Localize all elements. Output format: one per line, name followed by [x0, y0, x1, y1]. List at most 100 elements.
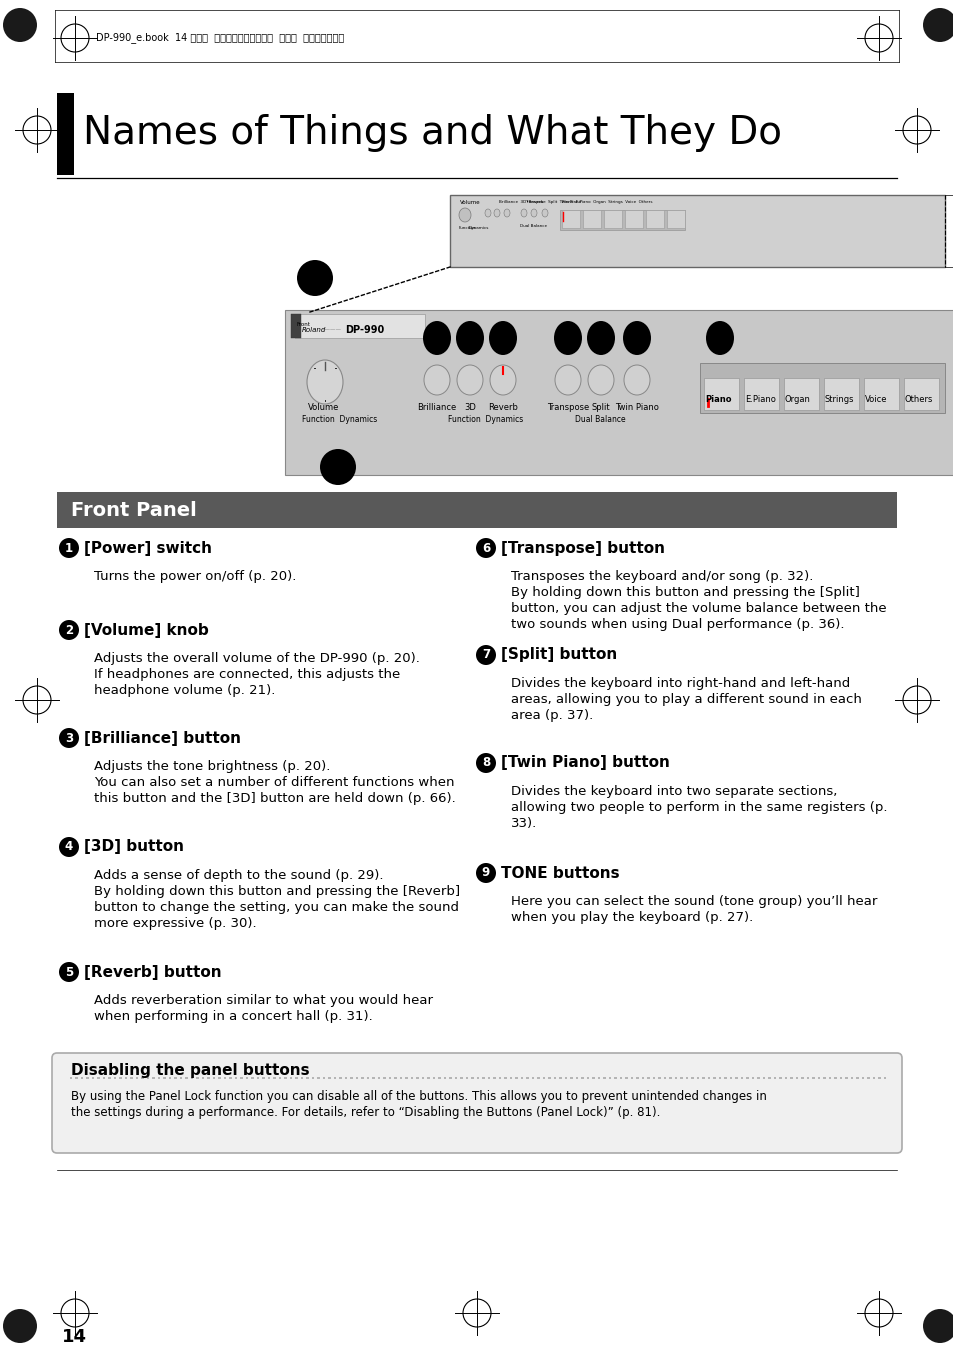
- Text: 7: 7: [481, 648, 490, 662]
- Text: [Transpose] button: [Transpose] button: [500, 540, 664, 555]
- Text: Dynamics: Dynamics: [469, 226, 489, 230]
- Bar: [285, 309, 953, 476]
- Ellipse shape: [622, 322, 650, 355]
- Text: E.Piano: E.Piano: [744, 396, 775, 404]
- Text: Transpose  Split  Twin Piano: Transpose Split Twin Piano: [524, 200, 580, 204]
- Text: Voice: Voice: [864, 396, 886, 404]
- Text: 3: 3: [65, 731, 73, 744]
- Circle shape: [923, 1309, 953, 1343]
- Text: Function: Function: [458, 226, 476, 230]
- Ellipse shape: [456, 322, 483, 355]
- Ellipse shape: [555, 365, 580, 394]
- Text: [3D] button: [3D] button: [84, 839, 184, 854]
- Text: Names of Things and What They Do: Names of Things and What They Do: [83, 113, 781, 153]
- Text: Brilliance: Brilliance: [416, 403, 456, 412]
- Text: 6: 6: [481, 542, 490, 554]
- Bar: [863, 378, 898, 409]
- Ellipse shape: [586, 322, 615, 355]
- Ellipse shape: [423, 365, 450, 394]
- Text: Transposes the keyboard and/or song (p. 32).: Transposes the keyboard and/or song (p. …: [511, 570, 813, 584]
- Text: when you play the keyboard (p. 27).: when you play the keyboard (p. 27).: [511, 911, 753, 924]
- Ellipse shape: [705, 322, 733, 355]
- Text: Front Panel: Front Panel: [71, 500, 196, 520]
- Text: [Power] switch: [Power] switch: [84, 540, 212, 555]
- Bar: [57, 492, 896, 528]
- Text: By using the Panel Lock function you can disable all of the buttons. This allows: By using the Panel Lock function you can…: [71, 1090, 766, 1102]
- Bar: [903, 378, 938, 409]
- Ellipse shape: [456, 365, 482, 394]
- Ellipse shape: [541, 209, 547, 218]
- Text: Volume: Volume: [459, 200, 480, 204]
- Text: Disabling the panel buttons: Disabling the panel buttons: [71, 1062, 310, 1078]
- Text: more expressive (p. 30).: more expressive (p. 30).: [94, 917, 256, 929]
- Bar: [703, 378, 739, 409]
- Text: headphone volume (p. 21).: headphone volume (p. 21).: [94, 684, 275, 697]
- Circle shape: [59, 838, 79, 857]
- Text: Turns the power on/off (p. 20).: Turns the power on/off (p. 20).: [94, 570, 296, 584]
- Circle shape: [476, 538, 496, 558]
- Text: 5: 5: [65, 966, 73, 978]
- Text: [Split] button: [Split] button: [500, 647, 617, 662]
- Ellipse shape: [623, 365, 649, 394]
- Text: Dual Balance: Dual Balance: [520, 224, 547, 228]
- Ellipse shape: [484, 209, 491, 218]
- Text: Adjusts the overall volume of the DP-990 (p. 20).: Adjusts the overall volume of the DP-990…: [94, 653, 419, 665]
- Ellipse shape: [490, 365, 516, 394]
- Text: Twin Piano: Twin Piano: [615, 403, 659, 412]
- Text: 8: 8: [481, 757, 490, 770]
- Text: Split: Split: [591, 403, 610, 412]
- Circle shape: [476, 753, 496, 773]
- Text: Reverb: Reverb: [488, 403, 517, 412]
- Bar: [645, 209, 663, 228]
- Bar: [783, 378, 818, 409]
- Circle shape: [59, 962, 79, 982]
- Text: Function  Dynamics: Function Dynamics: [302, 416, 376, 424]
- Bar: [743, 378, 779, 409]
- Ellipse shape: [489, 322, 517, 355]
- Text: 33).: 33).: [511, 817, 537, 830]
- Circle shape: [319, 449, 355, 485]
- Text: Transpose: Transpose: [546, 403, 589, 412]
- Text: DP-990_e.book  14 ページ  ２００９年２月１７日  火曜日  午前８時３０分: DP-990_e.book 14 ページ ２００９年２月１７日 火曜日 午前８時…: [96, 32, 344, 43]
- Text: this button and the [3D] button are held down (p. 66).: this button and the [3D] button are held…: [94, 792, 456, 805]
- Bar: [823, 378, 858, 409]
- Text: two sounds when using Dual performance (p. 36).: two sounds when using Dual performance (…: [511, 617, 843, 631]
- Text: You can also set a number of different functions when: You can also set a number of different f…: [94, 775, 454, 789]
- Text: DP-990: DP-990: [345, 326, 384, 335]
- Text: Divides the keyboard into right-hand and left-hand: Divides the keyboard into right-hand and…: [511, 677, 849, 690]
- Circle shape: [923, 8, 953, 42]
- Text: button to change the setting, you can make the sound: button to change the setting, you can ma…: [94, 901, 458, 915]
- Ellipse shape: [503, 209, 510, 218]
- Text: Function  Dynamics: Function Dynamics: [448, 416, 522, 424]
- Circle shape: [59, 538, 79, 558]
- Text: [Reverb] button: [Reverb] button: [84, 965, 221, 979]
- Text: [Twin Piano] button: [Twin Piano] button: [500, 755, 669, 770]
- Bar: [450, 195, 944, 267]
- Bar: [666, 209, 684, 228]
- Text: Roland: Roland: [302, 327, 326, 332]
- Text: Volume: Volume: [308, 404, 339, 412]
- Text: Piano: Piano: [704, 396, 731, 404]
- Text: Here you can select the sound (tone group) you’ll hear: Here you can select the sound (tone grou…: [511, 894, 877, 908]
- Text: areas, allowing you to play a different sound in each: areas, allowing you to play a different …: [511, 693, 861, 707]
- Circle shape: [59, 728, 79, 748]
- Text: Front: Front: [296, 323, 311, 327]
- Text: the settings during a performance. For details, refer to “Disabling the Buttons : the settings during a performance. For d…: [71, 1106, 659, 1119]
- Bar: [561, 209, 579, 228]
- Ellipse shape: [458, 208, 471, 222]
- Circle shape: [476, 863, 496, 884]
- Text: ————: ————: [319, 327, 341, 332]
- Circle shape: [476, 644, 496, 665]
- Text: area (p. 37).: area (p. 37).: [511, 709, 593, 721]
- Ellipse shape: [494, 209, 499, 218]
- Bar: [291, 313, 301, 338]
- Bar: [582, 209, 600, 228]
- Text: TONE buttons: TONE buttons: [500, 866, 619, 881]
- Bar: [700, 363, 944, 413]
- Text: 9: 9: [481, 866, 490, 880]
- Text: 1: 1: [65, 542, 73, 554]
- Text: Divides the keyboard into two separate sections,: Divides the keyboard into two separate s…: [511, 785, 837, 798]
- Text: Dual Balance: Dual Balance: [574, 416, 624, 424]
- Ellipse shape: [307, 359, 343, 404]
- Ellipse shape: [531, 209, 537, 218]
